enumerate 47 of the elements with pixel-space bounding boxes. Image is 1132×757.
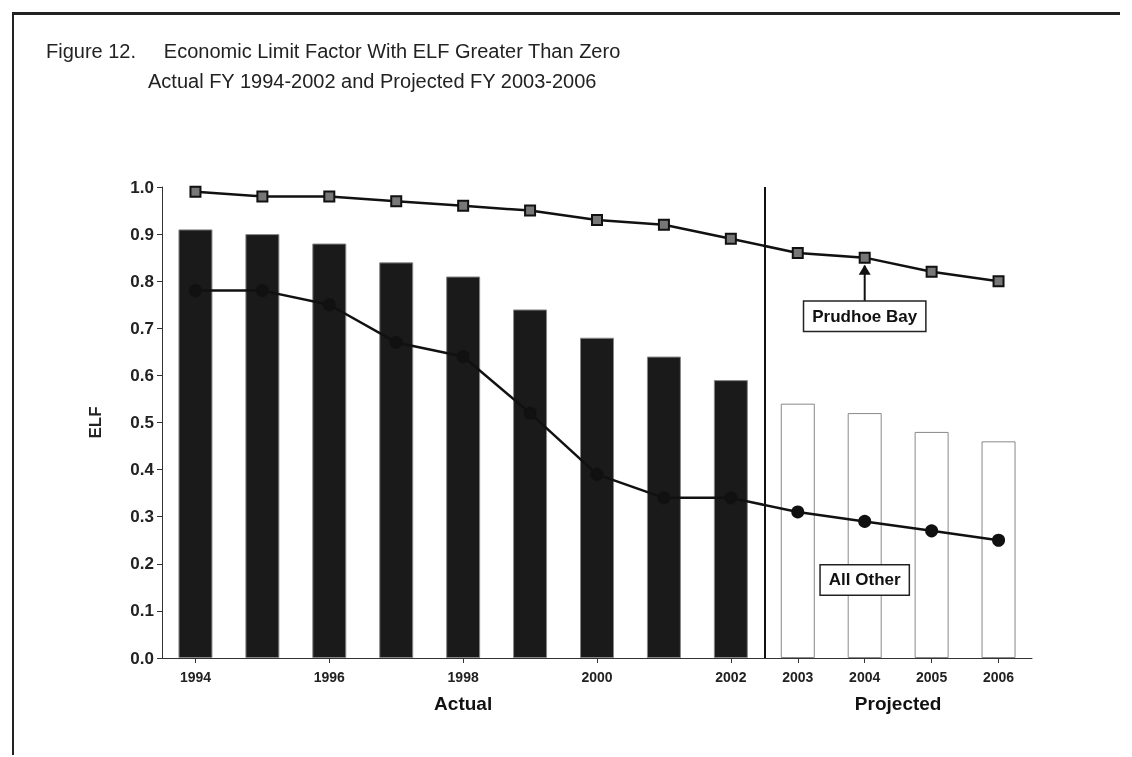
x-tick-label: 2000	[581, 669, 613, 685]
y-tick-label: 0.5	[130, 413, 154, 432]
chart-title: Figure 12. Economic Limit Factor With ELF Greater Than Zero	[46, 40, 621, 63]
x-tick-label: 2004	[849, 669, 881, 685]
x-tick-label: 1996	[313, 669, 346, 685]
y-tick-label: 1.0	[130, 177, 154, 197]
point	[591, 213, 603, 226]
point	[858, 514, 872, 528]
x-tick-label: 1994	[179, 669, 212, 685]
point	[992, 533, 1006, 547]
x-tick-label: 2006	[982, 669, 1015, 685]
x-tick-label: 1998	[447, 669, 479, 685]
point	[457, 199, 470, 212]
point	[925, 265, 938, 278]
point	[858, 251, 871, 264]
annotation: Prudhoe Bay	[812, 306, 918, 326]
y-tick-label: 0.3	[130, 507, 154, 527]
point	[791, 246, 804, 259]
x-tick-label: 2005	[916, 669, 948, 685]
x-tick-label: 2002	[715, 669, 747, 685]
point	[657, 218, 670, 231]
chart-subtitle: Actual FY 1994-2002 and Projected FY 2003-2006	[148, 70, 597, 93]
point	[925, 524, 939, 538]
point	[189, 185, 202, 198]
x-tick-label: 2003	[782, 669, 814, 685]
y-tick-label: 0.9	[130, 224, 154, 244]
y-tick-label: 0.6	[130, 365, 154, 385]
point	[323, 190, 336, 203]
y-tick-label: 0.2	[130, 554, 154, 574]
point	[724, 232, 737, 245]
bar	[914, 431, 949, 658]
y-tick-label: 0.4	[130, 460, 155, 480]
text: Projected	[854, 693, 942, 714]
point	[390, 195, 403, 208]
y-tick-label: 0.8	[130, 271, 154, 291]
bar	[780, 403, 815, 658]
annotation: All Other	[828, 570, 901, 590]
y-tick-label: 0.1	[130, 601, 154, 621]
point	[992, 275, 1005, 288]
bar	[981, 441, 1016, 658]
point	[524, 204, 537, 217]
y-tick-label: 0.7	[130, 318, 154, 338]
text: Actual	[434, 693, 493, 714]
point	[791, 505, 805, 519]
y-tick-label: 0.0	[130, 648, 154, 668]
y-axis-title: ELF	[86, 406, 105, 439]
point	[256, 190, 269, 203]
